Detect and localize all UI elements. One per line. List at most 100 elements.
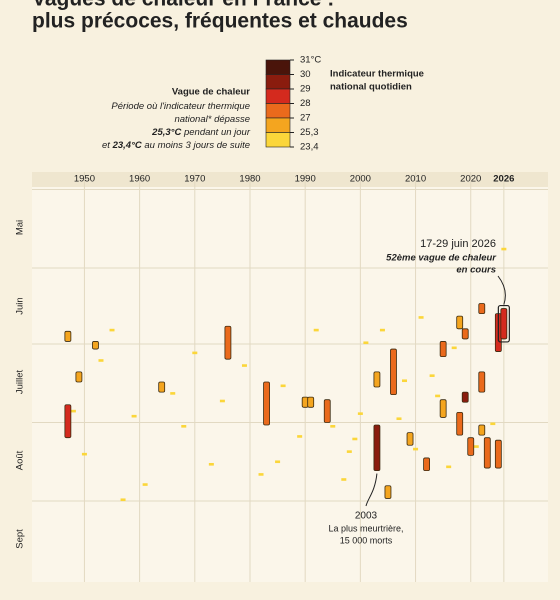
hot-day xyxy=(70,409,76,413)
x-tick-label: 2026 xyxy=(493,174,514,185)
definition-segment: 25,3°C xyxy=(151,127,181,138)
hot-day xyxy=(473,445,479,448)
hot-day xyxy=(181,425,187,428)
hot-day xyxy=(429,374,435,377)
scale-title: national quotidien xyxy=(330,82,412,93)
definition-segment: pendant un jour xyxy=(181,127,251,138)
y-tick-label: Mai xyxy=(15,220,26,235)
scale-block xyxy=(265,103,291,119)
hot-day xyxy=(352,437,358,441)
hot-day xyxy=(142,483,148,486)
definition-line: Période où l'indicateur thermique xyxy=(111,101,250,112)
hot-day xyxy=(258,473,264,476)
x-tick-label: 1990 xyxy=(295,174,316,185)
hot-day xyxy=(413,447,419,451)
scale-label: 29 xyxy=(300,84,311,95)
annotation-line xyxy=(497,275,506,305)
annotation-line xyxy=(365,473,378,507)
definition-segment: national* dépasse xyxy=(174,114,250,125)
heat-wave xyxy=(478,303,486,315)
scale-label: 28 xyxy=(300,98,311,109)
heat-wave xyxy=(64,330,72,342)
hot-day xyxy=(219,399,225,403)
x-tick-label: 1950 xyxy=(74,174,95,185)
heat-wave xyxy=(478,424,486,436)
definition-segment: 23,4°C xyxy=(112,140,142,151)
heat-wave xyxy=(500,308,508,340)
definition-line: et 23,4°C au moins 3 jours de suite xyxy=(102,140,250,151)
scale-label: 25,3 xyxy=(300,127,319,138)
hot-day xyxy=(280,384,286,388)
hot-day xyxy=(418,316,424,319)
heat-wave xyxy=(439,399,447,418)
scale-block xyxy=(265,88,291,104)
heat-wave xyxy=(323,399,331,423)
hot-day xyxy=(396,417,402,421)
annotation: 2003 xyxy=(355,511,378,522)
hot-day xyxy=(379,328,385,332)
definition-segment: au moins 3 jours de suite xyxy=(142,140,250,151)
heat-wave xyxy=(384,485,392,499)
axis-strip xyxy=(32,172,548,187)
hot-day xyxy=(435,394,441,398)
definition-segment: et xyxy=(102,140,113,151)
hot-day xyxy=(297,435,303,438)
heat-wave xyxy=(494,439,502,469)
hot-day xyxy=(81,452,87,456)
heat-wave xyxy=(423,457,430,471)
heat-wave xyxy=(456,315,464,330)
y-tick-label: Sept xyxy=(15,529,26,549)
hot-day xyxy=(346,450,352,453)
heat-wave xyxy=(461,328,469,340)
heat-wave xyxy=(461,391,469,403)
scale-label: 23,4 xyxy=(300,142,319,153)
scale-block xyxy=(265,59,291,75)
hot-day xyxy=(402,379,408,383)
plot-area xyxy=(32,187,548,582)
hot-day xyxy=(341,478,347,481)
annotation: 17-29 juin 2026 xyxy=(420,238,496,250)
heat-wave xyxy=(158,381,166,393)
x-tick-label: 1960 xyxy=(129,174,150,185)
x-tick-label: 1970 xyxy=(184,174,205,185)
highlight xyxy=(497,304,510,343)
x-tick-label: 1980 xyxy=(239,174,260,185)
heat-wave xyxy=(64,404,72,439)
scale-title: Indicateur thermique xyxy=(330,69,424,80)
hot-day xyxy=(501,247,507,251)
definition-line: national* dépasse xyxy=(174,114,250,125)
scale-block xyxy=(265,132,291,148)
heat-wave xyxy=(467,437,475,456)
hot-day xyxy=(131,414,137,418)
hot-day xyxy=(446,465,452,469)
title-line: Vagues de chaleur en France : xyxy=(32,0,334,11)
heat-wave xyxy=(390,348,397,396)
heat-wave xyxy=(373,371,381,388)
y-tick-label: Juillet xyxy=(15,369,26,394)
heat-wave xyxy=(307,396,315,408)
scale-label: 27 xyxy=(300,113,311,124)
heat-wave xyxy=(456,411,464,436)
definition-segment: Période où l'indicateur thermique xyxy=(111,101,250,112)
hot-day xyxy=(98,359,104,362)
hot-day xyxy=(170,392,176,395)
heat-wave xyxy=(224,325,232,360)
scale-block xyxy=(265,117,291,133)
heat-wave xyxy=(263,381,270,426)
annotation: en cours xyxy=(456,265,496,276)
annotation: 52ème vague de chaleur xyxy=(386,253,497,264)
heat-wave xyxy=(483,437,491,469)
definition-title: Vague de chaleur xyxy=(172,87,250,98)
heat-wave xyxy=(406,432,414,446)
hot-day xyxy=(313,328,319,332)
hot-day xyxy=(241,364,247,367)
heat-wave xyxy=(373,424,381,471)
x-tick-label: 2000 xyxy=(350,174,371,185)
heat-wave xyxy=(75,371,83,383)
hot-day xyxy=(192,351,198,355)
hot-day xyxy=(357,412,363,415)
hot-day xyxy=(275,460,281,464)
scale-label: 31°C xyxy=(300,55,321,66)
heat-wave xyxy=(478,371,486,393)
